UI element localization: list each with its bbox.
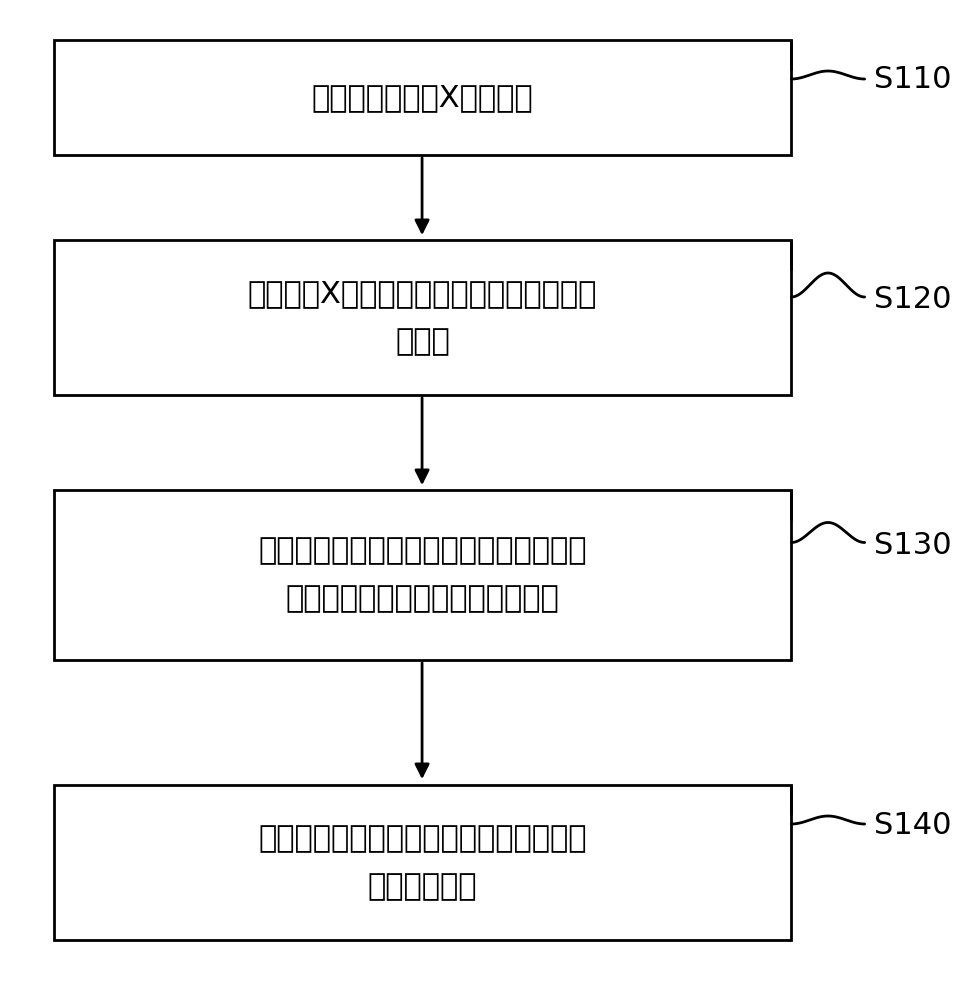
Text: S120: S120 (874, 286, 952, 314)
Bar (54, 490, 791, 660)
Text: 轴获取颈干角: 轴获取颈干角 (367, 872, 478, 901)
Text: 检测所述X光片图像中的股骨干区域和股骨: 检测所述X光片图像中的股骨干区域和股骨 (248, 279, 597, 308)
Text: 颈区域: 颈区域 (395, 327, 450, 356)
Bar (54, 785, 791, 940)
Bar (54, 240, 791, 395)
Bar (54, 40, 791, 155)
Text: S130: S130 (874, 530, 952, 560)
Text: S140: S140 (874, 810, 952, 840)
Text: S110: S110 (874, 66, 952, 95)
Text: 从所述股骨干区域提取股骨干的纵轴，从: 从所述股骨干区域提取股骨干的纵轴，从 (258, 536, 587, 565)
Text: 所述股骨颈区域提取股骨颈的短轴: 所述股骨颈区域提取股骨颈的短轴 (285, 584, 560, 613)
Text: 根据所述股骨干的纵轴和所述股骨颈的短: 根据所述股骨干的纵轴和所述股骨颈的短 (258, 824, 587, 853)
Text: 获取包含骨盆的X光片图像: 获取包含骨盆的X光片图像 (312, 83, 533, 112)
